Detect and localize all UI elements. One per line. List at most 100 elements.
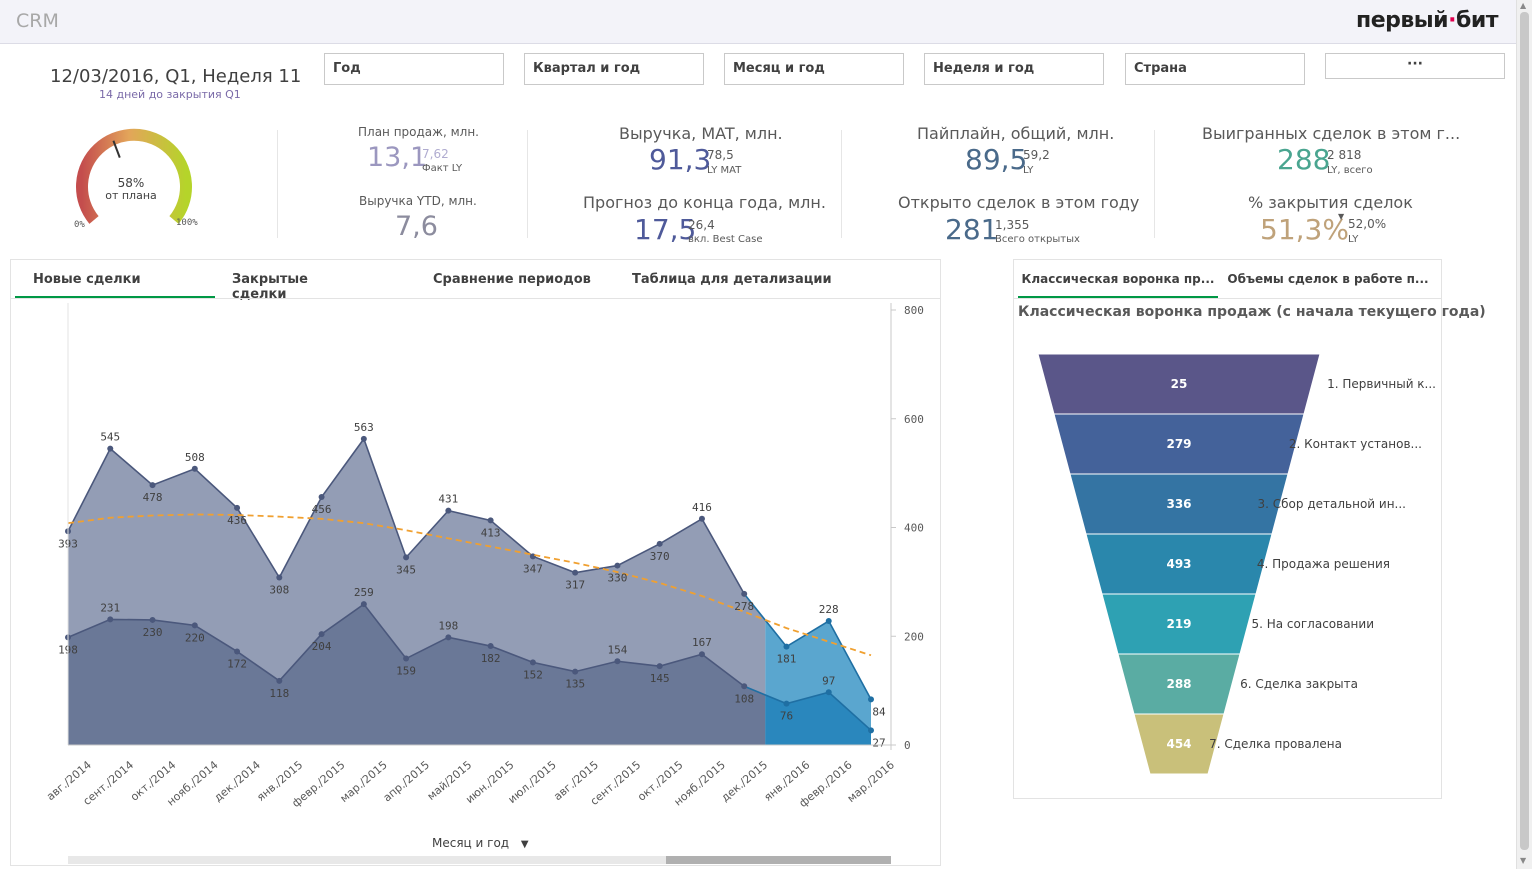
data-point[interactable] (783, 700, 790, 707)
data-point[interactable] (403, 655, 410, 662)
chart-scrollbar-thumb[interactable] (666, 856, 891, 864)
gauge-max: 100% (176, 218, 198, 228)
data-label: 154 (607, 643, 627, 656)
tab-new-deals[interactable]: Новые сделки (15, 260, 215, 298)
data-point[interactable] (107, 445, 114, 452)
data-point[interactable] (614, 658, 621, 665)
data-point[interactable] (656, 540, 663, 547)
kpi-pipeline-value: 89,5 (965, 143, 1028, 176)
data-point[interactable] (276, 677, 283, 684)
data-point[interactable] (360, 601, 367, 608)
data-point[interactable] (403, 554, 410, 561)
top-bar: CRM первый·бит (0, 0, 1516, 44)
data-point[interactable] (445, 634, 452, 641)
y-tick-label: 600 (904, 413, 924, 426)
data-point[interactable] (783, 643, 790, 650)
data-point[interactable] (107, 616, 114, 623)
funnel-title: Классическая воронка продаж (с начала те… (1018, 304, 1486, 320)
tab-underline (11, 298, 940, 299)
kpi-pipeline-sub: LY (1023, 165, 1034, 176)
data-point[interactable] (868, 696, 874, 703)
funnel-stage[interactable] (1133, 713, 1225, 775)
funnel-stage-value: 336 (1166, 497, 1191, 511)
data-label: 118 (269, 687, 289, 700)
data-label: 370 (650, 550, 670, 563)
data-point[interactable] (276, 574, 283, 581)
data-label: 330 (607, 572, 627, 585)
data-label: 436 (227, 514, 247, 527)
data-point[interactable] (741, 590, 748, 597)
kpi-plan-sub: Факт LY (422, 163, 463, 174)
data-point[interactable] (572, 668, 579, 675)
scroll-down-icon[interactable]: ▼ (1520, 856, 1527, 865)
tab-deal-volumes[interactable]: Объемы сделок в работе п... (1227, 272, 1429, 286)
tab-period-comparison[interactable]: Сравнение периодов (433, 272, 591, 287)
data-label: 135 (565, 678, 585, 691)
data-point[interactable] (825, 618, 832, 625)
data-label: 308 (269, 584, 289, 597)
data-point[interactable] (741, 683, 748, 690)
kpi-mat-ly: 78,5 (707, 148, 734, 162)
dimension-selector[interactable]: Месяц и год ▼ (432, 836, 529, 850)
data-label: 508 (185, 451, 205, 464)
kpi-forecast-value: 17,5 (634, 213, 697, 246)
brand-logo: первый·бит (1356, 8, 1499, 33)
data-point[interactable] (529, 659, 536, 666)
data-point[interactable] (191, 622, 198, 629)
vertical-scrollbar[interactable]: ▲ ▼ (1516, 0, 1532, 869)
data-point[interactable] (318, 494, 325, 501)
data-label: 347 (523, 562, 543, 575)
data-point[interactable] (614, 562, 621, 569)
data-point[interactable] (445, 507, 452, 514)
scrollbar-thumb[interactable] (1520, 12, 1529, 850)
gauge-min: 0% (74, 220, 85, 230)
gauge-value: 58% (118, 176, 145, 190)
filter-year[interactable]: Год (324, 53, 504, 85)
sales-funnel-chart[interactable]: 25 1. Первичный к... 279 2. Контакт установ… (1013, 340, 1442, 780)
filter-country[interactable]: Страна (1125, 53, 1305, 85)
y-tick-label: 800 (904, 304, 924, 317)
more-filters-button[interactable]: ··· (1325, 53, 1505, 79)
data-label: 76 (780, 710, 793, 723)
data-point[interactable] (825, 689, 832, 696)
filter-quarter[interactable]: Квартал и год (524, 53, 704, 85)
data-point[interactable] (149, 482, 156, 489)
data-point[interactable] (318, 631, 325, 638)
kpi-pipeline-label: Пайплайн, общий, млн. (917, 124, 1115, 143)
scroll-up-icon[interactable]: ▲ (1520, 1, 1527, 10)
chart-scrollbar[interactable] (68, 856, 891, 864)
data-label: 230 (143, 626, 163, 639)
data-point[interactable] (868, 727, 874, 734)
trend-line (67, 513, 872, 657)
filter-month[interactable]: Месяц и год (724, 53, 904, 85)
data-point[interactable] (656, 663, 663, 670)
data-label: 431 (438, 493, 458, 506)
data-point[interactable] (360, 435, 367, 442)
data-label: 259 (354, 586, 374, 599)
data-point[interactable] (698, 651, 705, 658)
kpi-won-label: Выигранных сделок в этом г... (1202, 124, 1461, 143)
kpi-mat-label: Выручка, MAT, млн. (619, 124, 783, 143)
data-point[interactable] (149, 616, 156, 623)
gauge-caption: от плана (105, 189, 157, 202)
data-point[interactable] (698, 515, 705, 522)
tab-classic-funnel[interactable]: Классическая воронка пр... (1018, 260, 1218, 298)
filter-week[interactable]: Неделя и год (924, 53, 1104, 85)
data-label: 278 (734, 600, 754, 613)
data-point[interactable] (487, 643, 494, 650)
funnel-stage-label: 7. Сделка провалена (1209, 737, 1342, 751)
tab-detail-table[interactable]: Таблица для детализации (632, 272, 832, 287)
data-point[interactable] (572, 569, 579, 576)
data-point[interactable] (234, 504, 241, 511)
kpi-close-rate-value: 51,3% (1260, 213, 1349, 246)
data-label: 345 (396, 563, 416, 576)
new-deals-area-chart[interactable]: 3935454785084363084565633454314133473173… (0, 0, 941, 835)
data-point[interactable] (191, 465, 198, 472)
funnel-stage-value: 25 (1171, 377, 1188, 391)
data-point[interactable] (234, 648, 241, 655)
divider (527, 130, 528, 238)
funnel-stage-label: 5. На согласовании (1251, 617, 1374, 631)
data-label: 563 (354, 421, 374, 434)
data-point[interactable] (487, 517, 494, 524)
dropdown-arrow-icon[interactable]: ▼ (520, 839, 529, 850)
